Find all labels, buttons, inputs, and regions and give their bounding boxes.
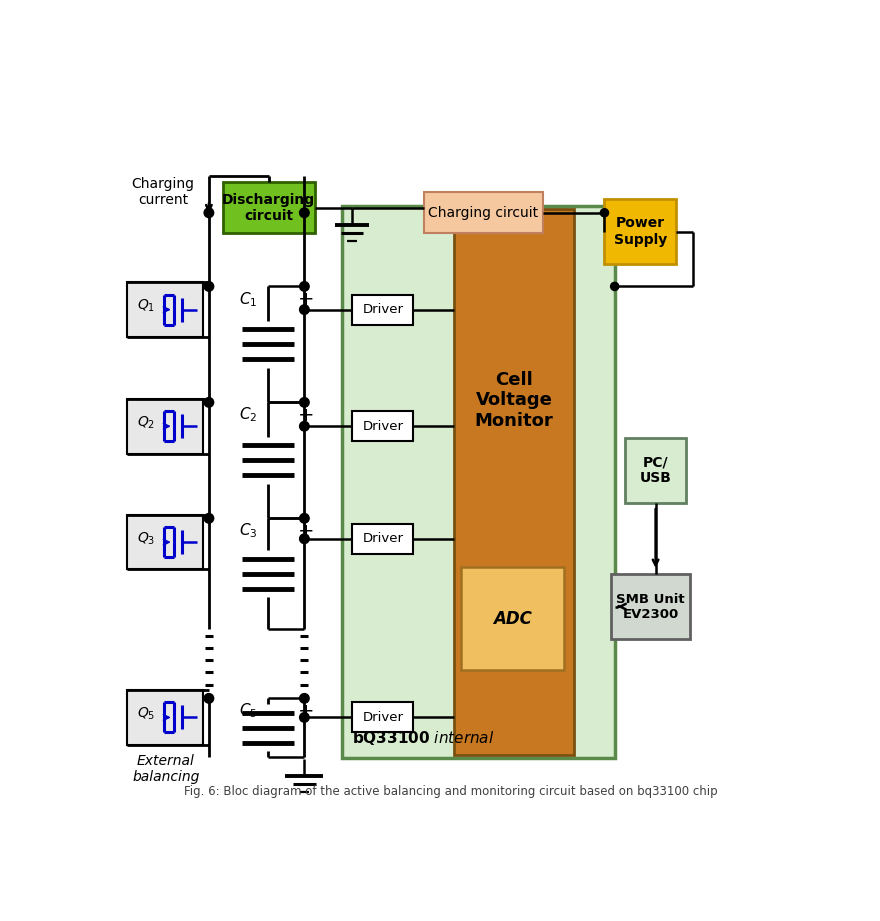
Bar (625, 437, 686, 503)
Text: +: + (298, 290, 315, 309)
Text: $C_3$: $C_3$ (238, 521, 257, 541)
Bar (461, 567, 563, 670)
Circle shape (299, 305, 309, 314)
Bar (352, 412, 414, 441)
Bar (454, 209, 574, 755)
Text: +: + (298, 521, 315, 541)
Text: External
balancing: External balancing (132, 754, 200, 785)
Circle shape (600, 209, 609, 216)
Text: $Q_1$: $Q_1$ (136, 298, 155, 314)
Circle shape (204, 208, 214, 217)
Text: SMB Unit
EV2300: SMB Unit EV2300 (616, 592, 685, 621)
Bar (352, 295, 414, 324)
Text: Driver: Driver (363, 711, 403, 724)
Text: $C_5$: $C_5$ (238, 702, 257, 720)
Bar (127, 515, 203, 569)
Text: $C_2$: $C_2$ (238, 406, 257, 425)
Text: Discharging
circuit: Discharging circuit (222, 192, 315, 223)
Text: $Q_2$: $Q_2$ (136, 414, 155, 431)
Circle shape (204, 398, 214, 407)
Circle shape (299, 713, 309, 722)
Text: Fig. 6: Bloc diagram of the active balancing and monitoring circuit based on bq3: Fig. 6: Bloc diagram of the active balan… (184, 785, 718, 798)
Bar (127, 399, 203, 453)
Circle shape (299, 282, 309, 291)
Text: Charging
current: Charging current (132, 177, 194, 207)
Text: $C_1$: $C_1$ (238, 290, 257, 309)
Circle shape (204, 514, 214, 523)
Bar (612, 574, 690, 639)
Bar (342, 206, 614, 758)
Text: Charging circuit: Charging circuit (429, 205, 539, 220)
Circle shape (204, 282, 214, 291)
Text: Driver: Driver (363, 532, 403, 545)
Text: +: + (298, 702, 315, 721)
Text: $Q_5$: $Q_5$ (136, 705, 155, 722)
Text: Power
Supply: Power Supply (613, 216, 667, 247)
Text: $\bf{bQ33100}$ $\it{internal}$: $\bf{bQ33100}$ $\it{internal}$ (353, 729, 495, 748)
Circle shape (299, 422, 309, 431)
Bar (424, 192, 543, 233)
Bar (223, 182, 315, 233)
Bar (127, 283, 203, 337)
Circle shape (299, 398, 309, 407)
Text: ADC: ADC (493, 610, 532, 627)
Circle shape (611, 283, 619, 290)
Text: Driver: Driver (363, 303, 403, 316)
Circle shape (299, 694, 309, 703)
Text: $Q_3$: $Q_3$ (136, 530, 155, 547)
Circle shape (299, 514, 309, 523)
Text: +: + (298, 406, 315, 425)
Text: Cell
Voltage
Monitor: Cell Voltage Monitor (474, 370, 554, 430)
Bar (605, 199, 676, 264)
Circle shape (299, 208, 309, 217)
Circle shape (299, 534, 309, 543)
Bar (127, 690, 203, 745)
Circle shape (204, 694, 214, 703)
Bar (352, 524, 414, 554)
Bar (352, 703, 414, 732)
Text: Driver: Driver (363, 420, 403, 433)
Text: PC/
USB: PC/ USB (640, 455, 671, 485)
